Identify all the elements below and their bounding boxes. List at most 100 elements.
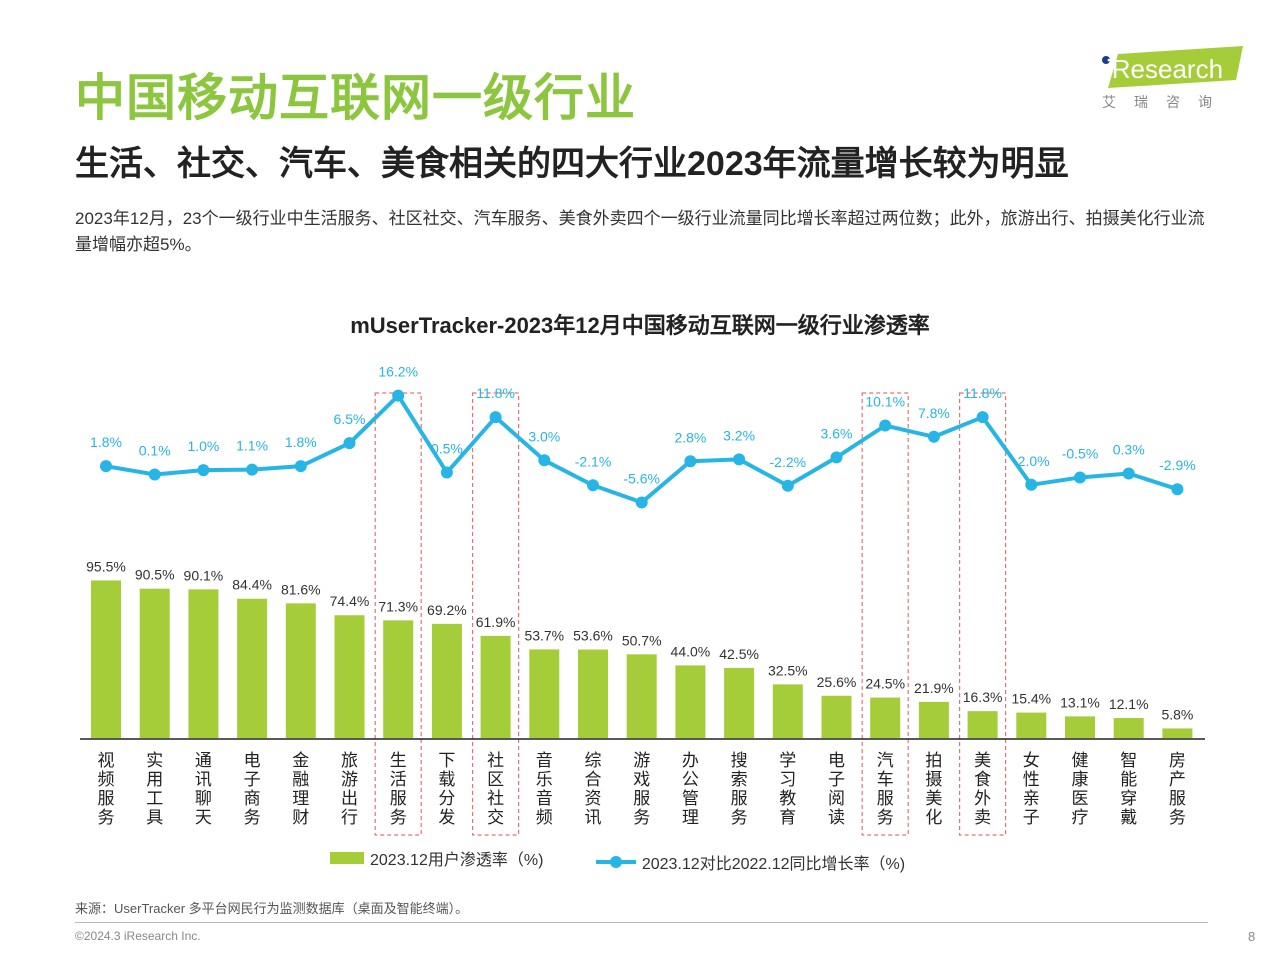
growth-point [489, 411, 502, 424]
bar [918, 701, 949, 738]
category-label-char: 服 [1169, 789, 1186, 809]
growth-value-label: 1.1% [236, 438, 268, 454]
category-label-char: 教 [779, 789, 796, 809]
category-label-char: 服 [877, 789, 894, 809]
category-label-char: 穿 [1120, 789, 1137, 809]
category-label-char: 公 [682, 770, 699, 790]
bar [1162, 728, 1193, 738]
growth-value-label: 16.2% [378, 364, 418, 380]
bar-value-label: 12.1% [1109, 696, 1149, 712]
category-label-char: 务 [390, 808, 407, 828]
bar [967, 711, 998, 738]
growth-point [392, 389, 405, 402]
footer-divider [75, 922, 1208, 923]
bar-value-label: 90.1% [184, 567, 224, 583]
bar [1065, 716, 1095, 738]
bar-value-label: 25.6% [817, 674, 857, 690]
page-number: 8 [1248, 929, 1256, 944]
bar-value-label: 74.4% [330, 593, 370, 609]
growth-value-label: 1.8% [285, 434, 317, 450]
chart-title: mUserTracker-2023年12月中国移动互联网一级行业渗透率 [350, 313, 930, 338]
logo-chinese: 艾瑞咨询 [1102, 94, 1230, 110]
bar [237, 598, 268, 738]
category-label-char: 车 [877, 770, 894, 790]
bar [529, 649, 560, 738]
category-label-char: 融 [292, 770, 309, 790]
category-label-char: 产 [1169, 770, 1186, 790]
growth-point [733, 453, 746, 466]
iresearch-logo: iResearch [1102, 46, 1243, 88]
bar-value-label: 61.9% [476, 614, 516, 630]
bar [139, 588, 170, 738]
category-label-char: 能 [1120, 770, 1137, 790]
category-label-char: 学 [779, 751, 796, 771]
growth-point [197, 464, 210, 477]
category-label-char: 务 [244, 808, 261, 828]
category-label-char: 商 [244, 789, 261, 809]
bar-value-label: 69.2% [427, 602, 467, 618]
growth-value-label: 3.6% [821, 425, 853, 441]
bar [772, 684, 803, 738]
growth-point [343, 437, 356, 450]
category-label-char: 医 [1072, 789, 1089, 809]
bar-value-label: 44.0% [671, 643, 711, 659]
growth-point [1025, 478, 1038, 491]
category-label-char: 出 [341, 789, 358, 809]
highlight-box [958, 392, 1007, 836]
category-label-char: 天 [195, 808, 212, 828]
bar [626, 654, 657, 738]
growth-point [976, 411, 989, 424]
category-label-char: 务 [877, 808, 894, 828]
growth-point [148, 468, 161, 481]
growth-point [440, 466, 453, 479]
category-label-char: 务 [98, 808, 115, 828]
category-label-char: 务 [633, 808, 650, 828]
bar-value-label: 21.9% [914, 680, 954, 696]
growth-value-label: 1.0% [187, 438, 219, 454]
growth-point [879, 419, 892, 432]
category-label-char: 音 [536, 789, 553, 809]
category-label-char: 办 [682, 751, 699, 771]
bar-value-label: 53.6% [573, 628, 613, 644]
bar [675, 665, 706, 738]
bar-value-label: 50.7% [622, 632, 662, 648]
growth-value-label: -2.1% [575, 453, 612, 469]
legend-item-bar: 2023.12用户渗透率（%) [330, 846, 543, 870]
bar [431, 623, 462, 738]
category-label-char: 游 [341, 770, 358, 790]
bar-value-label: 71.3% [378, 598, 418, 614]
category-label-char: 拍 [925, 751, 942, 771]
growth-value-label: -2.9% [1159, 457, 1196, 473]
category-label-char: 食 [974, 770, 991, 790]
page-subtitle: 生活、社交、汽车、美食相关的四大行业2023年流量增长较为明显 [75, 145, 1069, 183]
growth-value-label: 2.8% [674, 429, 706, 445]
category-label-char: 索 [731, 770, 748, 790]
category-label-char: 实 [146, 751, 163, 771]
growth-value-label: 7.8% [918, 405, 950, 421]
growth-value-label: 3.0% [528, 428, 560, 444]
category-label-char: 音 [536, 751, 553, 771]
category-label-char: 聊 [195, 789, 212, 809]
category-label-char: 化 [925, 808, 942, 828]
category-label-char: 综 [585, 751, 602, 771]
category-label-char: 性 [1023, 770, 1040, 790]
category-label-char: 子 [1023, 808, 1040, 828]
category-label-char: 房 [1169, 751, 1186, 771]
category-label-char: 服 [731, 789, 748, 809]
highlight-box [472, 392, 520, 836]
bar-value-label: 13.1% [1060, 694, 1100, 710]
category-label-char: 行 [341, 808, 358, 828]
legend-bar-label: 2023.12用户渗透率（%) [370, 852, 544, 869]
bar [870, 697, 901, 738]
category-label-char: 康 [1072, 770, 1089, 790]
category-label-char: 讯 [585, 808, 602, 828]
category-label-char: 亲 [1023, 789, 1040, 809]
bar [578, 649, 608, 738]
bar-value-label: 53.7% [524, 627, 564, 643]
growth-value-label: 11.8% [963, 385, 1002, 401]
category-label-char: 服 [98, 789, 115, 809]
category-label-char: 卖 [974, 808, 991, 828]
bar [334, 615, 365, 738]
category-label-char: 疗 [1072, 808, 1089, 828]
bar-value-label: 90.5% [135, 567, 175, 583]
